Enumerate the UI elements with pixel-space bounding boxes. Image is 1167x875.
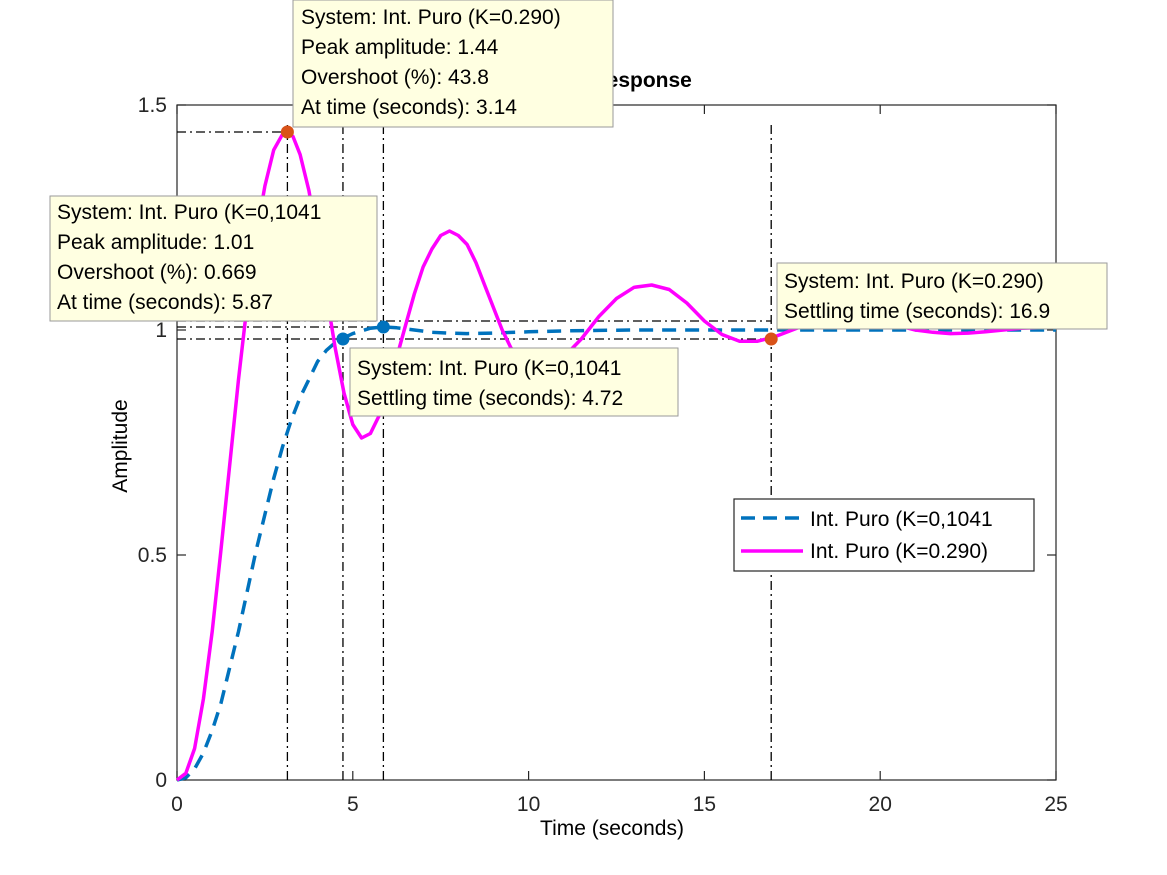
y-tick-label: 0.5 — [138, 544, 167, 567]
legend-box — [733, 498, 1035, 572]
axis-ticks: 0 5 10 15 20 25 0 0.5 1 1.5 — [138, 94, 1068, 816]
y-tick-label: 0 — [155, 769, 167, 792]
series-line-1 — [176, 325, 1056, 782]
legend-label-series-1: Int. Puro (K=0,1041 — [810, 508, 993, 531]
datatip-line: System: Int. Puro (K=0,1041 — [357, 357, 621, 380]
datatip-line: Peak amplitude: 1.44 — [301, 36, 499, 59]
datatip-marker — [376, 320, 390, 334]
x-tick-label: 15 — [693, 793, 716, 816]
x-tick-label: 5 — [347, 793, 359, 816]
legend-label-series-2: Int. Puro (K=0.290) — [810, 540, 988, 563]
datatip-line: System: Int. Puro (K=0,1041 — [57, 201, 321, 224]
datatip-peak-k0290: System: Int. Puro (K=0.290) Peak amplitu… — [292, 0, 614, 128]
datatip-box — [49, 195, 378, 322]
x-tick-label: 0 — [171, 793, 183, 816]
x-axis-label: Time (seconds) — [540, 817, 684, 840]
y-axis-label: Amplitude — [109, 399, 132, 492]
x-tick-label: 20 — [869, 793, 892, 816]
datatip-peak-k01041: System: Int. Puro (K=0,1041 Peak amplitu… — [49, 195, 378, 322]
datatip-box — [776, 262, 1108, 330]
y-tick-label: 1 — [155, 319, 167, 342]
datatip-line: Settling time (seconds): 16.9 — [784, 300, 1050, 323]
y-tick-label: 1.5 — [138, 94, 167, 117]
x-tick-label: 25 — [1044, 793, 1067, 816]
datatip-line: At time (seconds): 5.87 — [57, 291, 273, 314]
datatip-line: System: Int. Puro (K=0.290) — [784, 270, 1044, 293]
datatip-settling-k0290: System: Int. Puro (K=0.290) Settling tim… — [776, 262, 1108, 330]
datatip-line: System: Int. Puro (K=0.290) — [301, 6, 561, 29]
datatip-line: Peak amplitude: 1.01 — [57, 231, 254, 254]
datatip-marker — [764, 332, 778, 346]
datatip-box — [292, 0, 614, 128]
marker-layer — [280, 125, 778, 346]
datatip-marker — [336, 332, 350, 346]
datatip-line: Settling time (seconds): 4.72 — [357, 387, 623, 410]
datatip-line: Overshoot (%): 0.669 — [57, 261, 257, 284]
legend: Int. Puro (K=0,1041 Int. Puro (K=0.290) — [733, 498, 1035, 572]
datatip-settling-k01041: System: Int. Puro (K=0,1041 Settling tim… — [349, 347, 679, 417]
datatip-marker — [280, 125, 294, 139]
datatip-box — [349, 347, 679, 417]
datatip-line: At time (seconds): 3.14 — [301, 96, 517, 119]
x-tick-label: 10 — [517, 793, 540, 816]
datatip-line: Overshoot (%): 43.8 — [301, 66, 489, 89]
